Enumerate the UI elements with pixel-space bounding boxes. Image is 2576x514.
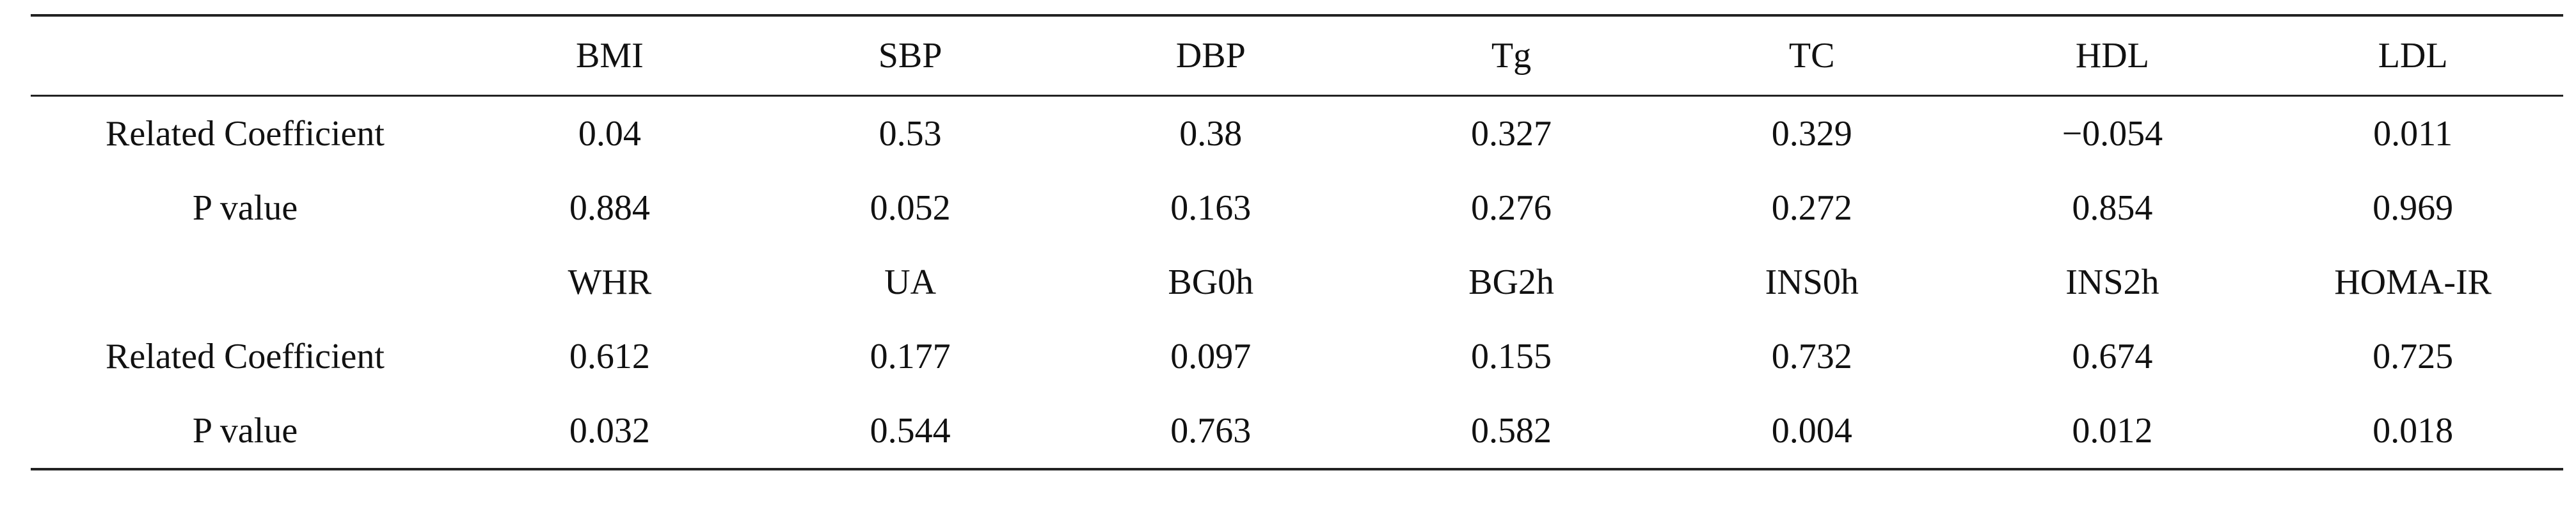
- header-cell-tg: Tg: [1491, 36, 1532, 76]
- table-cell: 0.097: [1170, 337, 1252, 376]
- table-cell: 0.329: [1771, 114, 1852, 154]
- table-cell: 0.674: [2072, 337, 2153, 376]
- table-cell: 0.544: [870, 411, 951, 451]
- table-cell: 0.38: [1179, 114, 1243, 154]
- subheader-cell-ins0h: INS0h: [1765, 262, 1859, 302]
- header-cell-dbp: DBP: [1175, 36, 1246, 76]
- table-cell: 0.018: [2373, 411, 2454, 451]
- table-cell: 0.612: [569, 337, 650, 376]
- header-cell-bmi: BMI: [575, 36, 644, 76]
- header-cell-sbp: SBP: [878, 36, 942, 76]
- header-cell-hdl: HDL: [2075, 36, 2149, 76]
- table-row: P value 0.032 0.544 0.763 0.582 0.004 0.…: [31, 394, 2563, 469]
- table-cell: 0.327: [1470, 114, 1552, 154]
- row-label: Related Coefficient: [106, 114, 385, 154]
- correlation-table: BMI SBP DBP Tg TC HDL LDL Related Coeffi…: [31, 14, 2563, 470]
- table-subheader-row: WHR UA BG0h BG2h INS0h INS2h HOMA-IR: [31, 245, 2563, 319]
- table-cell: 0.732: [1771, 337, 1852, 376]
- header-cell-ldl: LDL: [2378, 36, 2448, 76]
- table-cell: 0.884: [569, 188, 650, 228]
- table-cell: 0.155: [1470, 337, 1552, 376]
- header-label-cell: [31, 15, 459, 96]
- table-cell: 0.53: [879, 114, 942, 154]
- subheader-cell-ins2h: INS2h: [2065, 262, 2159, 302]
- table-row: P value 0.884 0.052 0.163 0.276 0.272 0.…: [31, 171, 2563, 245]
- row-label: [31, 245, 459, 319]
- table-cell: 0.763: [1170, 411, 1252, 451]
- subheader-cell-bg2h: BG2h: [1468, 262, 1554, 302]
- table-cell: 0.011: [2373, 114, 2453, 154]
- row-label: P value: [192, 188, 298, 228]
- table-cell: −0.054: [2062, 114, 2163, 154]
- table-cell: 0.725: [2373, 337, 2454, 376]
- table-cell: 0.272: [1771, 188, 1852, 228]
- row-label: Related Coefficient: [106, 337, 385, 376]
- table-cell: 0.012: [2072, 411, 2153, 451]
- table-cell: 0.163: [1170, 188, 1252, 228]
- table-cell: 0.04: [578, 114, 641, 154]
- table-row: Related Coefficient 0.04 0.53 0.38 0.327…: [31, 96, 2563, 172]
- header-cell-tc: TC: [1788, 36, 1835, 76]
- subheader-cell-homa-ir: HOMA-IR: [2334, 262, 2492, 302]
- table-cell: 0.004: [1771, 411, 1852, 451]
- table-cell: 0.854: [2072, 188, 2153, 228]
- table-header-row: BMI SBP DBP Tg TC HDL LDL: [31, 15, 2563, 96]
- subheader-cell-whr: WHR: [568, 262, 652, 302]
- table-cell: 0.052: [870, 188, 951, 228]
- table-cell: 0.032: [569, 411, 650, 451]
- subheader-cell-ua: UA: [884, 262, 937, 302]
- row-label: P value: [192, 411, 298, 451]
- subheader-cell-bg0h: BG0h: [1168, 262, 1254, 302]
- correlation-table-container: BMI SBP DBP Tg TC HDL LDL Related Coeffi…: [31, 14, 2563, 470]
- table-cell: 0.969: [2373, 188, 2454, 228]
- table-cell: 0.177: [870, 337, 951, 376]
- table-row: Related Coefficient 0.612 0.177 0.097 0.…: [31, 319, 2563, 394]
- table-cell: 0.582: [1470, 411, 1552, 451]
- table-cell: 0.276: [1470, 188, 1552, 228]
